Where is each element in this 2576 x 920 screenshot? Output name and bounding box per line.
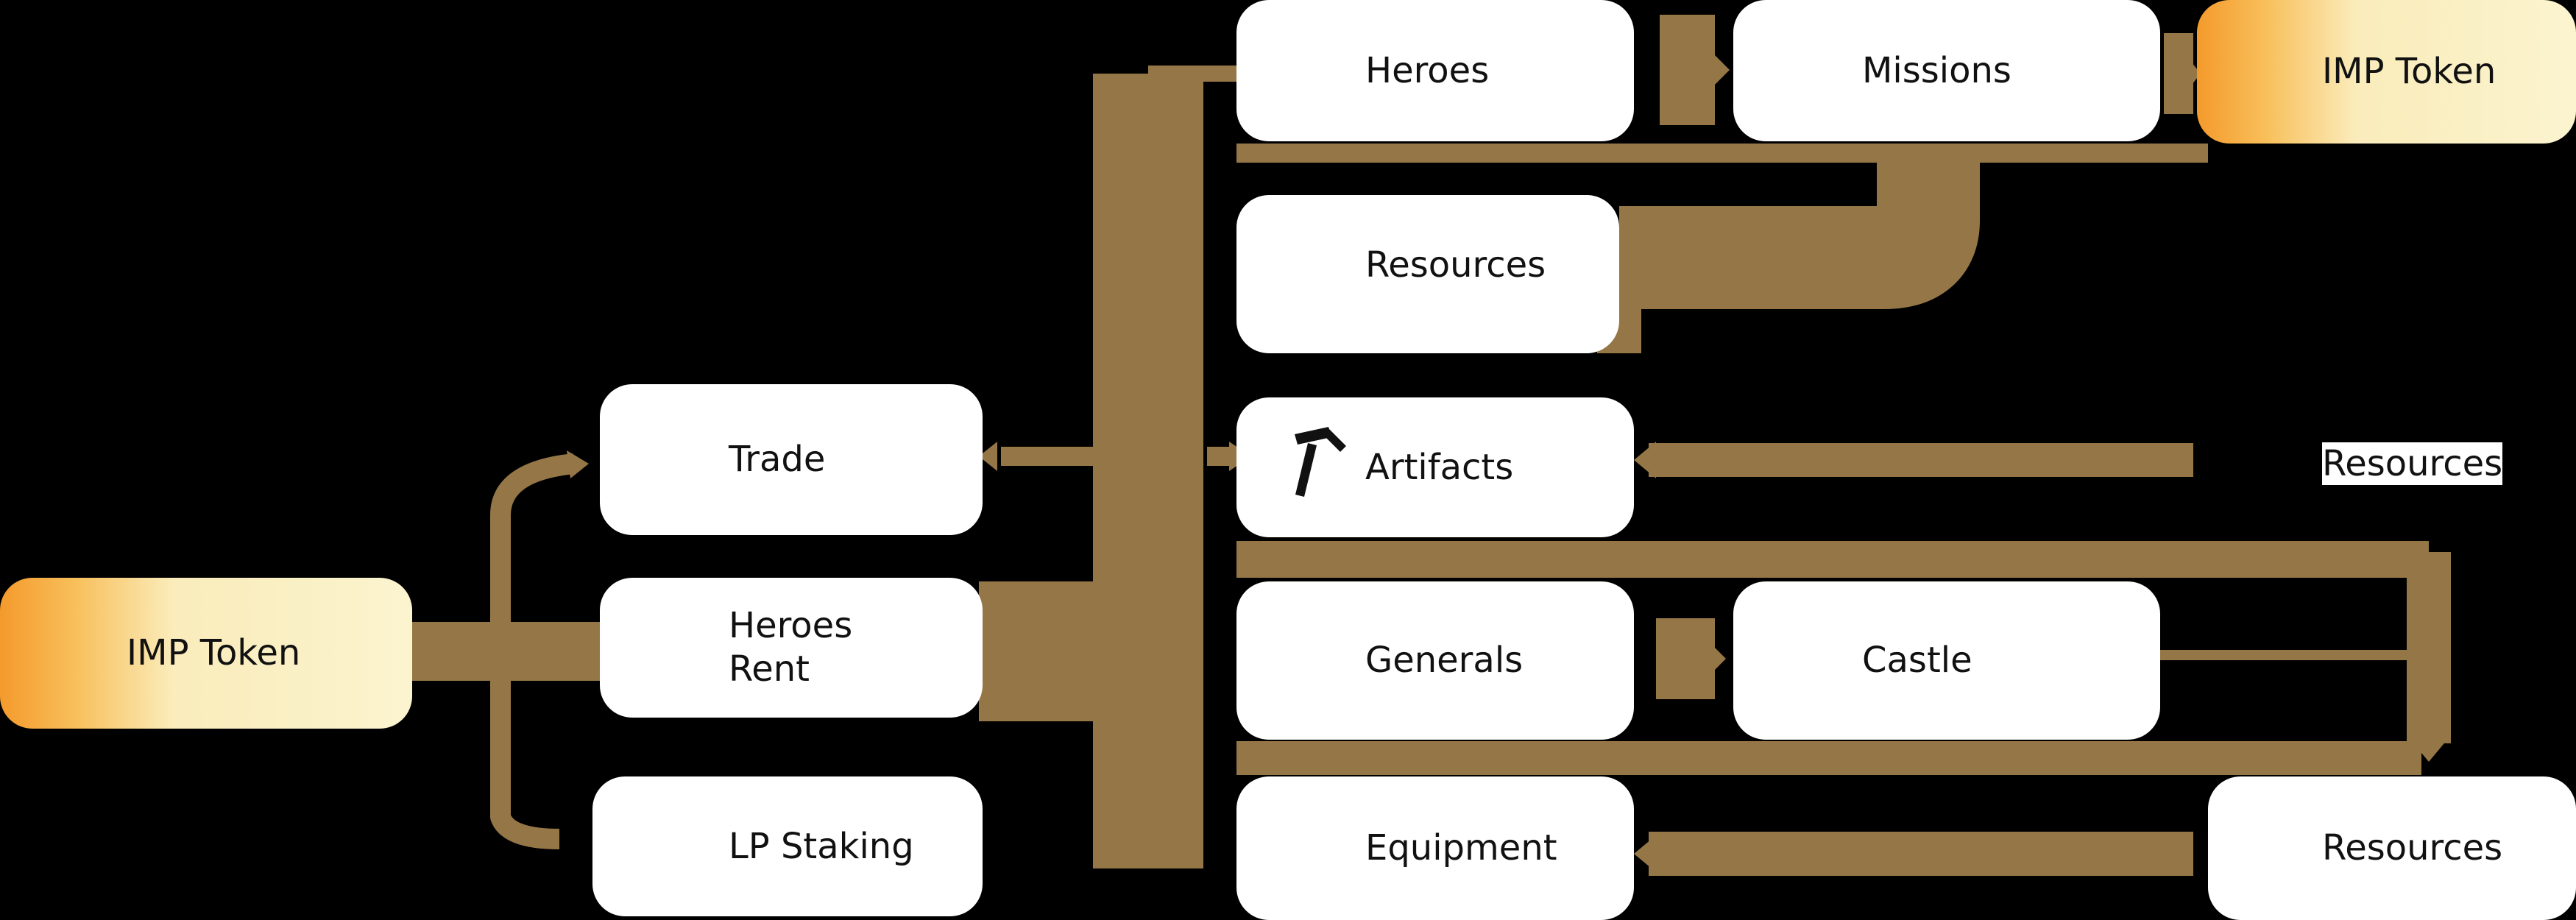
node-heroes: Heroes (1236, 0, 1634, 141)
node-label: Resources (2322, 442, 2503, 486)
node-label: Resources (1365, 244, 1546, 286)
node-castle: Castle (1733, 581, 2160, 740)
node-heroes-rent: Heroes Rent (600, 578, 983, 718)
node-label: Castle (1862, 640, 1972, 682)
node-label: Generals (1365, 640, 1524, 682)
node-label: Equipment (1365, 827, 1557, 869)
node-label: IMP Token (127, 632, 301, 674)
node-missions: Missions (1733, 0, 2160, 141)
node-label: Trade (729, 439, 826, 481)
arrowhead-to-trade-left (567, 450, 589, 478)
node-resources-1: Resources (1236, 195, 1619, 353)
node-label: Heroes Rent (729, 605, 853, 690)
node-trade: Trade (600, 384, 983, 535)
arrowhead-to-artifacts (1634, 442, 1656, 478)
arrowhead-to-missions (1711, 52, 1730, 88)
node-equipment: Equipment (1236, 776, 1634, 920)
edge-imp-trade (490, 453, 576, 662)
node-label: Heroes (1365, 49, 1490, 91)
arrowhead-to-imp (2186, 55, 2201, 92)
arrowhead-trade (979, 442, 997, 471)
arrowhead-to-castle (1708, 640, 1726, 677)
node-label: Resources (2322, 827, 2503, 869)
node-resources-3: Resources (2208, 776, 2576, 920)
arrowhead-to-equipment (1634, 835, 1656, 872)
node-label: Missions (1862, 49, 2011, 91)
node-resources-2: Resources (2208, 397, 2576, 530)
edge-missions-resources (1619, 158, 1980, 309)
node-label: LP Staking (729, 825, 914, 867)
hammer-icon (1295, 427, 1346, 497)
node-artifacts: Artifacts (1236, 397, 1634, 537)
node-imp-token-right: IMP Token (2197, 0, 2576, 144)
node-generals: Generals (1236, 581, 1634, 740)
node-label: Artifacts (1365, 446, 1514, 488)
node-lp-staking: LP Staking (592, 776, 983, 916)
node-label: IMP Token (2322, 51, 2497, 93)
edge-imp-lp (490, 662, 560, 849)
arrowhead-to-resources (2410, 740, 2447, 762)
node-imp-token-left: IMP Token (0, 578, 412, 729)
